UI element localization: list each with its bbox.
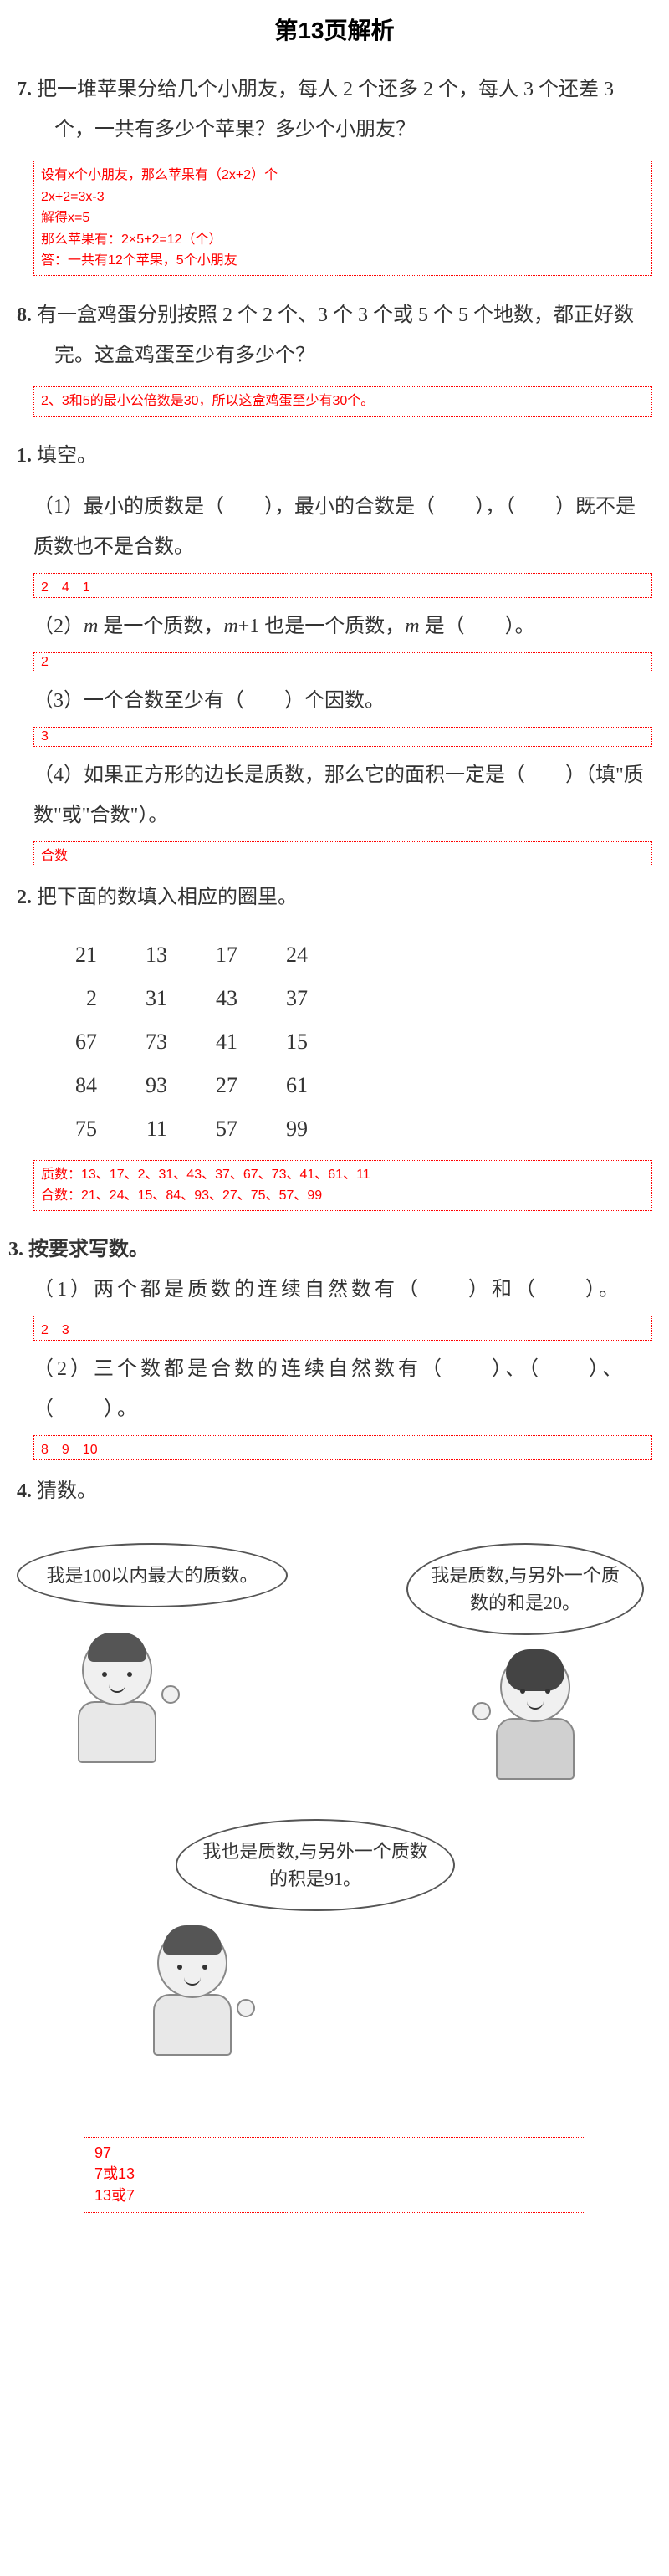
sec1-sub1-answer: 2 4 1 bbox=[33, 573, 652, 598]
section-2: 2. 把下面的数填入相应的圈里。 bbox=[0, 871, 669, 924]
section-3: 3. 按要求写数。 bbox=[0, 1224, 669, 1265]
m-var-3: m bbox=[405, 616, 419, 637]
sec3-sub2-label: （2） bbox=[33, 1358, 94, 1380]
q8-answer: 2、3和5的最小公倍数是30，所以这盒鸡蛋至少有30个。 bbox=[33, 386, 652, 417]
kid-3 bbox=[134, 1928, 251, 2078]
sec1-sub3-answer: 3 bbox=[33, 727, 652, 747]
kid-1 bbox=[59, 1635, 176, 1786]
table-row: 21131724 bbox=[52, 934, 331, 976]
number-cell: 2 bbox=[52, 978, 120, 1020]
sec2-num: 2. bbox=[17, 887, 32, 908]
sec4-title: 猜数。 bbox=[37, 1480, 97, 1502]
sec3-title: 按要求写数。 bbox=[28, 1239, 149, 1260]
number-cell: 11 bbox=[122, 1108, 191, 1150]
sec1-title: 填空。 bbox=[37, 445, 97, 467]
sec2-answer: 质数：13、17、2、31、43、37、67、73、41、61、11 合数：21… bbox=[33, 1160, 652, 1211]
number-cell: 93 bbox=[122, 1065, 191, 1107]
sec1-sub4: （4）如果正方形的边长是质数，那么它的面积一定是（ ）（填"质数"或"合数"）。 bbox=[33, 751, 669, 840]
sec3-sub1-answer: 2 3 bbox=[33, 1316, 652, 1341]
sec1-sub1-label: （1） bbox=[33, 496, 84, 518]
sec3-sub2: （2）三个数都是合数的连续自然数有（ ）、（ ）、（ ）。 bbox=[33, 1345, 669, 1434]
speech-bubble-2: 我是质数,与另外一个质数的和是20。 bbox=[406, 1543, 644, 1635]
sec1-sub3: （3）一个合数至少有（ ）个因数。 bbox=[33, 677, 669, 725]
kid-2 bbox=[477, 1652, 594, 1802]
section-4: 4. 猜数。 bbox=[0, 1464, 669, 1518]
q7-num: 7. bbox=[17, 79, 32, 100]
q8-text: 8. 有一盒鸡蛋分别按照 2 个 2 个、3 个 3 个或 5 个 5 个地数，… bbox=[54, 295, 644, 376]
table-row: 67734115 bbox=[52, 1021, 331, 1063]
sec3-sub1: （1）两个都是质数的连续自然数有（ ）和（ ）。 bbox=[33, 1265, 669, 1314]
sec1-sub2-answer: 2 bbox=[33, 652, 652, 672]
sec3-num: 3. bbox=[8, 1239, 23, 1260]
number-cell: 57 bbox=[192, 1108, 261, 1150]
sec1-sub1: （1）最小的质数是（ ），最小的合数是（ ），（ ）既不是质数也不是合数。 bbox=[33, 483, 669, 571]
guess-number-scene: 我是100以内最大的质数。 我是质数,与另外一个质数的和是20。 我也是质数,与… bbox=[8, 1535, 661, 2120]
number-cell: 15 bbox=[263, 1021, 331, 1063]
q8-num: 8. bbox=[17, 304, 32, 326]
sec3-sub1-label: （1） bbox=[33, 1279, 94, 1301]
number-cell: 43 bbox=[192, 978, 261, 1020]
speech-bubble-1: 我是100以内最大的质数。 bbox=[17, 1543, 288, 1607]
number-cell: 17 bbox=[192, 934, 261, 976]
sec1-sub3-text: 一个合数至少有（ ）个因数。 bbox=[84, 690, 385, 712]
number-cell: 67 bbox=[52, 1021, 120, 1063]
number-cell: 73 bbox=[122, 1021, 191, 1063]
number-cell: 24 bbox=[263, 934, 331, 976]
number-cell: 75 bbox=[52, 1108, 120, 1150]
sec1-sub4-answer: 合数 bbox=[33, 841, 652, 866]
question-7: 7. 把一堆苹果分给几个小朋友，每人 2 个还多 2 个，每人 3 个还差 3 … bbox=[0, 63, 669, 156]
sec1-sub2-pre: 是一个质数， bbox=[98, 616, 223, 637]
q7-body: 把一堆苹果分给几个小朋友，每人 2 个还多 2 个，每人 3 个还差 3 个，一… bbox=[37, 79, 614, 141]
question-8: 8. 有一盒鸡蛋分别按照 2 个 2 个、3 个 3 个或 5 个 5 个地数，… bbox=[0, 289, 669, 382]
sec3-sub1-text: 两个都是质数的连续自然数有（ ）和（ ）。 bbox=[94, 1279, 622, 1301]
number-cell: 84 bbox=[52, 1065, 120, 1107]
sec1-sub3-label: （3） bbox=[33, 690, 84, 712]
speech-bubble-3: 我也是质数,与另外一个质数的积是91。 bbox=[176, 1819, 455, 1911]
sec4-num: 4. bbox=[17, 1480, 32, 1502]
sec1-sub4-text: 如果正方形的边长是质数，那么它的面积一定是（ ）（填"质数"或"合数"）。 bbox=[33, 764, 644, 826]
number-cell: 31 bbox=[122, 978, 191, 1020]
number-cell: 27 bbox=[192, 1065, 261, 1107]
table-row: 2314337 bbox=[52, 978, 331, 1020]
sec1-sub2: （2）m 是一个质数，m+1 也是一个质数，m 是（ ）。 bbox=[33, 602, 669, 651]
sec3-sub2-text: 三个数都是合数的连续自然数有（ ）、（ ）、（ ）。 bbox=[33, 1358, 626, 1420]
sec1-sub4-label: （4） bbox=[33, 764, 84, 786]
q7-answer: 设有x个小朋友，那么苹果有（2x+2）个 2x+2=3x-3 解得x=5 那么苹… bbox=[33, 161, 652, 276]
m-var-2: m bbox=[223, 616, 237, 637]
q7-text: 7. 把一堆苹果分给几个小朋友，每人 2 个还多 2 个，每人 3 个还差 3 … bbox=[54, 69, 644, 150]
number-cell: 41 bbox=[192, 1021, 261, 1063]
section-1: 1. 填空。 bbox=[0, 429, 669, 483]
number-grid: 211317242314337677341158493276175115799 bbox=[50, 933, 333, 1152]
sec1-sub1-text: 最小的质数是（ ），最小的合数是（ ），（ ）既不是质数也不是合数。 bbox=[33, 496, 636, 558]
number-cell: 37 bbox=[263, 978, 331, 1020]
table-row: 75115799 bbox=[52, 1108, 331, 1150]
m-var-1: m bbox=[84, 616, 98, 637]
table-row: 84932761 bbox=[52, 1065, 331, 1107]
q8-body: 有一盒鸡蛋分别按照 2 个 2 个、3 个 3 个或 5 个 5 个地数，都正好… bbox=[37, 304, 634, 366]
sec1-sub2-mid: +1 也是一个质数， bbox=[238, 616, 406, 637]
sec3-sub2-answer: 8 9 10 bbox=[33, 1435, 652, 1460]
sec2-title: 把下面的数填入相应的圈里。 bbox=[37, 887, 298, 908]
number-cell: 21 bbox=[52, 934, 120, 976]
number-cell: 13 bbox=[122, 934, 191, 976]
number-cell: 99 bbox=[263, 1108, 331, 1150]
page-title: 第13页解析 bbox=[0, 0, 669, 63]
sec4-answer: 97 7或13 13或7 bbox=[84, 2137, 585, 2213]
sec1-sub2-post: 是（ ）。 bbox=[420, 616, 535, 637]
sec1-num: 1. bbox=[17, 445, 32, 467]
number-cell: 61 bbox=[263, 1065, 331, 1107]
sec1-sub2-label: （2） bbox=[33, 616, 84, 637]
